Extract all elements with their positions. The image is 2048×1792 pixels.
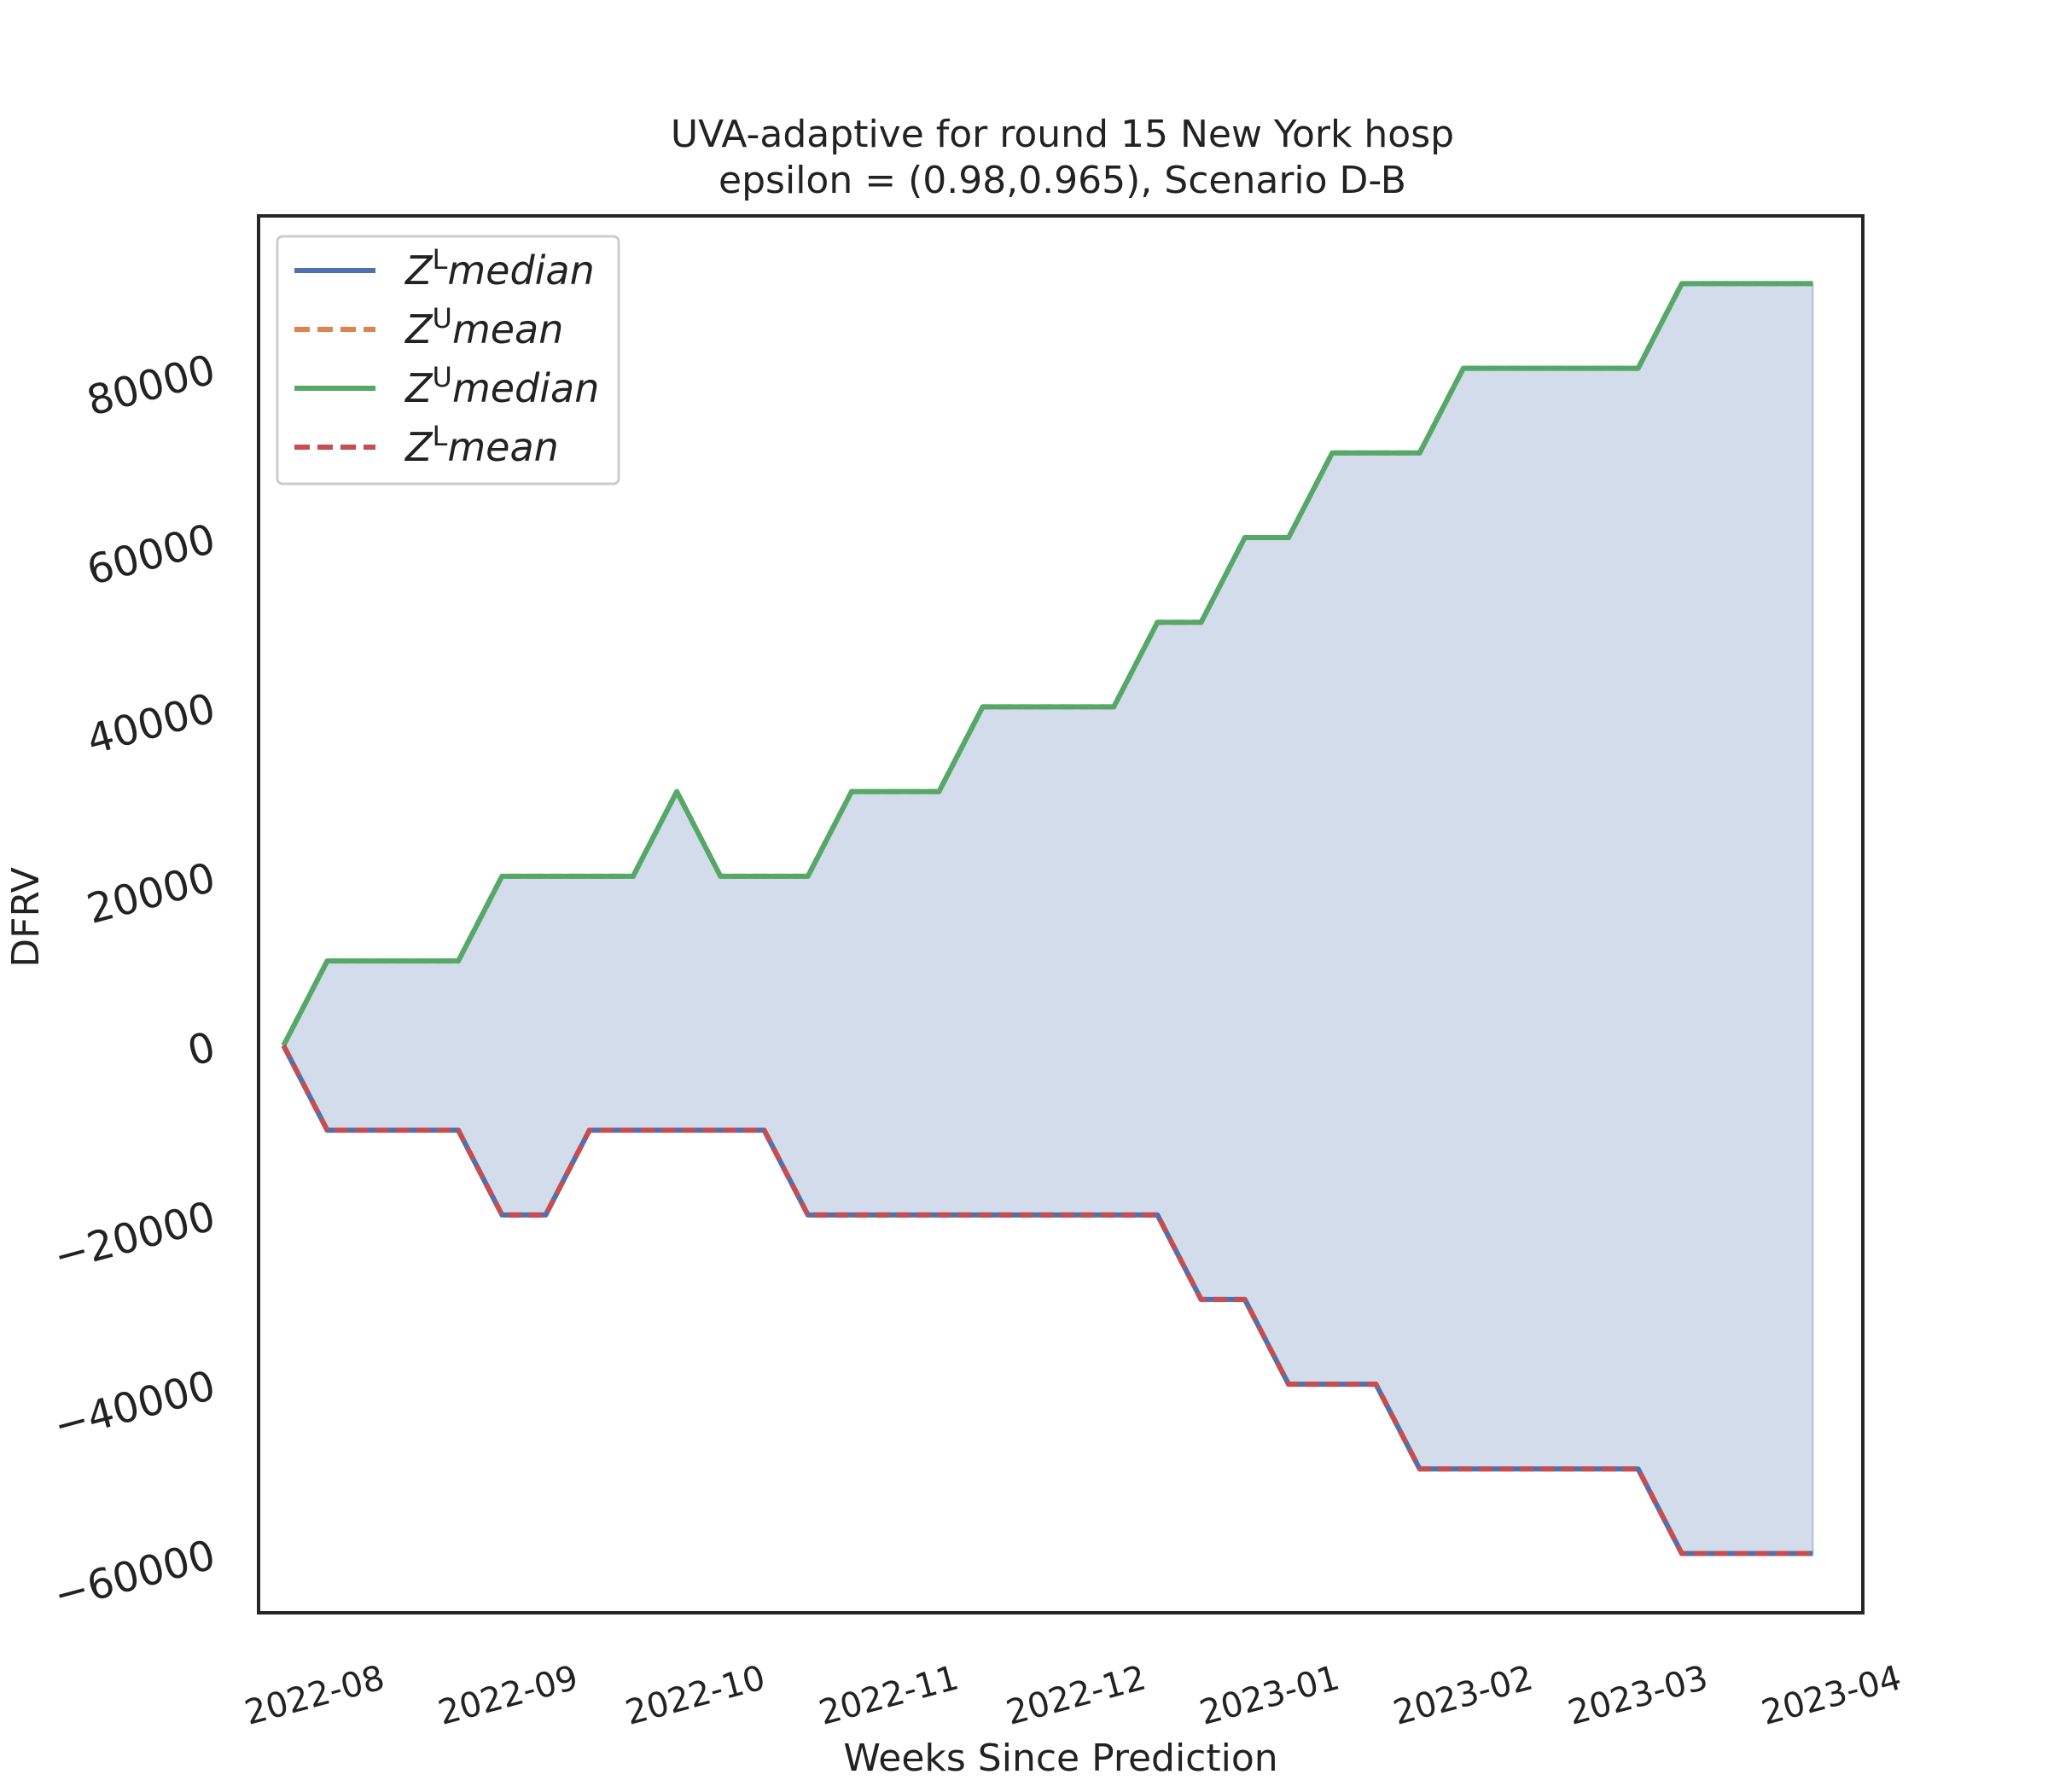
y-tick-label: 80000 bbox=[82, 346, 220, 426]
y-tick-label: 20000 bbox=[82, 853, 220, 934]
legend-label-zu-median: ZUmedian bbox=[404, 361, 599, 411]
chart-subtitle: epsilon = (0.98,0.965), Scenario D-B bbox=[719, 159, 1406, 202]
y-tick-label: 0 bbox=[183, 1023, 220, 1076]
series-line-zu-median bbox=[281, 281, 1813, 1047]
legend-label-zl-mean: ZLmean bbox=[404, 420, 559, 470]
y-tick-label: 40000 bbox=[82, 684, 220, 765]
y-tick-label: −60000 bbox=[49, 1531, 220, 1620]
y-axis-label: DFRV bbox=[4, 867, 48, 967]
x-tick-label: 2022-11 bbox=[815, 1658, 963, 1733]
x-axis-label: Weeks Since Prediction bbox=[843, 1737, 1277, 1780]
y-tick-label: −40000 bbox=[49, 1362, 220, 1451]
plot-area bbox=[281, 281, 1814, 1556]
y-tick-labels: −60000 −40000 −20000 0 20000 40000 60000 80000 bbox=[49, 346, 220, 1620]
legend-label-zl-median: ZLmedian bbox=[404, 243, 595, 294]
y-tick-label: −20000 bbox=[49, 1192, 220, 1281]
x-tick-label: 2022-12 bbox=[1002, 1658, 1149, 1733]
x-tick-label: 2023-03 bbox=[1564, 1658, 1712, 1733]
plot-frame bbox=[257, 214, 1865, 1615]
x-tick-label: 2022-08 bbox=[241, 1658, 388, 1733]
y-tick-label: 60000 bbox=[82, 515, 220, 596]
chart-title: UVA-adaptive for round 15 New York hosp bbox=[671, 113, 1454, 156]
series-line-zl-mean bbox=[281, 1044, 1813, 1556]
x-tick-label: 2023-02 bbox=[1389, 1658, 1537, 1733]
legend: ZLmedian ZUmean ZUmedian ZLmean bbox=[276, 235, 620, 486]
legend-label-zu-mean: ZUmean bbox=[404, 302, 563, 352]
x-tick-label: 2022-09 bbox=[434, 1658, 582, 1733]
legend-box bbox=[276, 235, 620, 486]
x-tick-label: 2022-10 bbox=[621, 1658, 769, 1733]
x-tick-label: 2023-01 bbox=[1196, 1658, 1343, 1733]
x-tick-labels: 2022-08 2022-09 2022-10 2022-11 2022-12 2023-… bbox=[241, 1658, 1905, 1733]
x-tick-label: 2023-04 bbox=[1758, 1658, 1905, 1733]
